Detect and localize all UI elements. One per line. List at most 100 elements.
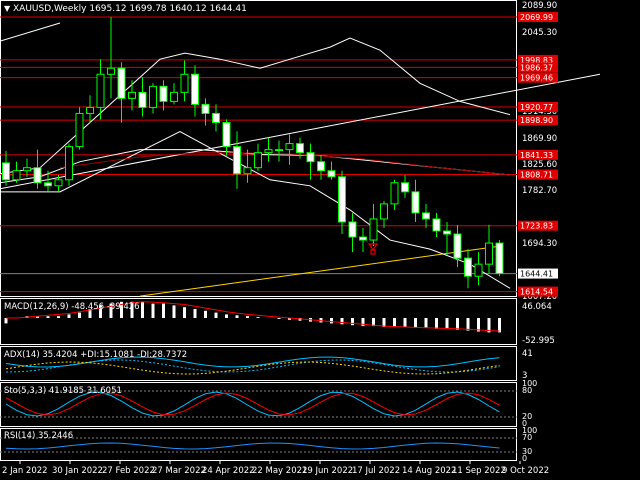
- candle-body: [44, 182, 52, 187]
- candle-body: [306, 152, 315, 163]
- candle-body: [107, 67, 115, 75]
- price-label: 1898.90: [520, 116, 553, 125]
- price-label-box: [518, 72, 558, 83]
- ema-line: [59, 152, 511, 176]
- candle-body: [254, 152, 262, 169]
- candle-body: [180, 73, 189, 93]
- chart-title: XAUUSD,Weekly 1695.12 1699.78 1640.12 16…: [13, 4, 247, 14]
- candle-body: [243, 167, 252, 175]
- x-tick-label: 27 Mar 2022: [152, 466, 206, 476]
- candle-body: [75, 112, 84, 148]
- candle-body: [380, 203, 388, 220]
- rsi-line: [5, 442, 500, 450]
- candle-body: [149, 85, 157, 108]
- candle-body: [201, 103, 210, 114]
- price-scale-label: 1869.90: [522, 134, 557, 144]
- adx-pane[interactable]: [0, 346, 517, 381]
- rsi-scale-label: 0: [522, 454, 527, 463]
- x-tick-label: 30 Jan 2022: [52, 466, 103, 476]
- candle-body: [432, 218, 441, 232]
- candle-body: [212, 112, 220, 123]
- candle-body: [65, 146, 73, 181]
- adx-line: [5, 356, 500, 368]
- macd-pane[interactable]: [0, 298, 517, 345]
- plus-di-line: [5, 359, 500, 373]
- x-tick-label: 9 Oct 2022: [502, 466, 549, 476]
- candle-body: [495, 242, 504, 275]
- rsi-pane[interactable]: [0, 428, 517, 461]
- price-label: 1998.83: [520, 56, 553, 65]
- price-label-box: [518, 286, 558, 297]
- candle-body: [317, 161, 325, 172]
- ma-line: [139, 245, 501, 297]
- candle-body: [411, 191, 420, 214]
- x-tick-label: 2 Jan 2022: [2, 466, 48, 476]
- sell-arrow-icon: [367, 243, 379, 255]
- candle-body: [464, 257, 472, 277]
- adx-label: ADX(14) 35.4204 +DI:15.1081 -DI:28.7372: [4, 350, 187, 360]
- candle-body: [285, 143, 294, 151]
- stoch-scale-label: 0: [522, 419, 527, 428]
- rsi-label: RSI(14) 35.2446: [4, 431, 73, 441]
- price-label: 1986.37: [520, 63, 553, 72]
- candle-body: [422, 212, 430, 220]
- x-tick-label: 24 Apr 2022: [202, 466, 255, 476]
- trend-line: [0, 22, 61, 42]
- candle-body: [86, 106, 94, 114]
- stoch-scale-label: 20: [522, 412, 532, 421]
- candle-body: [327, 170, 336, 178]
- price-label: 1920.77: [520, 103, 553, 112]
- candle-body: [338, 176, 346, 223]
- menu-arrow-icon[interactable]: ▼: [4, 4, 11, 13]
- candle-body: [191, 73, 199, 105]
- price-label-box: [518, 149, 558, 160]
- price-label-box: [518, 54, 558, 65]
- candle-body: [390, 182, 399, 205]
- macd-signal-line: [6, 301, 500, 332]
- candle-body: [401, 182, 409, 193]
- bollinger-lower-line: [0, 130, 511, 289]
- adx-scale-label: 41: [522, 349, 533, 359]
- candle-body: [222, 121, 231, 148]
- candle-body: [138, 91, 147, 108]
- x-tick-label: 27 Feb 2022: [102, 466, 155, 476]
- main-pane[interactable]: [0, 0, 517, 297]
- price-scale-label: 2045.30: [522, 28, 557, 38]
- stoch-label: Sto(5,3,3) 41.9185 31.6051: [4, 386, 122, 396]
- price-label: 1841.33: [520, 151, 553, 160]
- candle-body: [12, 170, 21, 181]
- candle-body: [359, 236, 367, 241]
- candle-body: [348, 221, 357, 238]
- stoch-pane[interactable]: [0, 382, 517, 427]
- macd-scale-label: 46.064: [522, 302, 552, 312]
- candle-body: [275, 149, 283, 152]
- x-tick-label: 22 May 2022: [252, 466, 307, 476]
- rsi-scale-label: 70: [522, 433, 532, 442]
- candle-body: [159, 85, 168, 102]
- candle-body: [96, 73, 105, 108]
- price-label: 1969.46: [520, 74, 553, 83]
- macd-label: MACD(12,26,9) -48.456 -39.426: [4, 302, 140, 312]
- candle-body: [117, 67, 126, 99]
- price-scale-label: 1782.70: [522, 186, 557, 196]
- adx-scale-label: 3: [522, 371, 527, 381]
- candle-body: [369, 218, 378, 241]
- rsi-scale-label: 30: [522, 447, 532, 456]
- price-scale-label: 1694.30: [522, 239, 557, 249]
- candle-body: [2, 162, 10, 181]
- trend-line: [0, 73, 601, 190]
- x-tick-label: 17 Jul 2022: [352, 466, 400, 476]
- price-label-box: [518, 115, 558, 126]
- price-scale-label: 1914.30: [522, 107, 557, 117]
- candle-body: [443, 230, 451, 235]
- price-label-box: [518, 12, 558, 23]
- candle-body: [264, 149, 273, 154]
- price-label-box: [518, 101, 558, 112]
- stoch-scale-label: 80: [522, 386, 532, 395]
- bollinger-upper-line: [0, 37, 511, 175]
- price-label: 1614.54: [520, 288, 553, 297]
- stoch-scale-label: 100: [522, 379, 537, 388]
- x-tick-label: 11 Sep 2022: [452, 466, 506, 476]
- price-label: 1644.41: [520, 270, 553, 279]
